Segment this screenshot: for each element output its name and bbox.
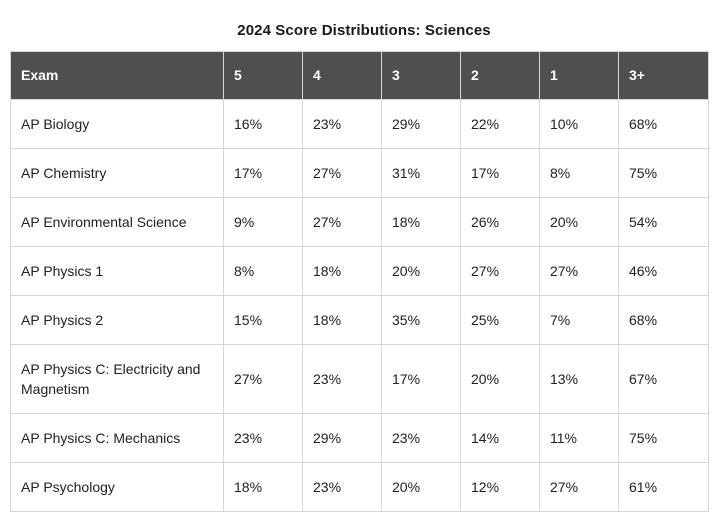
score-cell: 29% (302, 413, 382, 463)
column-header-score-1: 1 (539, 51, 619, 100)
score-cell: 67% (618, 344, 709, 414)
score-cell: 29% (381, 99, 461, 149)
exam-name-cell: AP Physics 2 (10, 295, 224, 345)
exam-name-cell: AP Psychology (10, 462, 224, 512)
exam-name-cell: AP Chemistry (10, 148, 224, 198)
score-cell: 27% (302, 148, 382, 198)
column-header-score-3: 3 (381, 51, 461, 100)
score-cell: 17% (381, 344, 461, 414)
table-header: Exam 5 4 3 2 1 3+ (10, 51, 709, 100)
exam-name-cell: AP Environmental Science (10, 197, 224, 247)
score-cell: 9% (223, 197, 303, 247)
score-cell: 61% (618, 462, 709, 512)
score-cell: 23% (302, 99, 382, 149)
score-distribution-table: Exam 5 4 3 2 1 3+ AP Biology 16% 23% 29%… (10, 51, 709, 512)
score-cell: 20% (460, 344, 540, 414)
exam-name-cell: AP Physics 1 (10, 246, 224, 296)
table-row: AP Psychology 18% 23% 20% 12% 27% 61% (10, 462, 709, 512)
score-cell: 22% (460, 99, 540, 149)
score-cell: 68% (618, 99, 709, 149)
score-cell: 26% (460, 197, 540, 247)
score-cell: 54% (618, 197, 709, 247)
score-cell: 18% (302, 246, 382, 296)
table-row: AP Physics C: Mechanics 23% 29% 23% 14% … (10, 413, 709, 463)
score-cell: 15% (223, 295, 303, 345)
column-header-score-5: 5 (223, 51, 303, 100)
score-cell: 27% (223, 344, 303, 414)
score-cell: 13% (539, 344, 619, 414)
score-cell: 27% (460, 246, 540, 296)
score-cell: 12% (460, 462, 540, 512)
score-cell: 16% (223, 99, 303, 149)
column-header-exam: Exam (10, 51, 224, 100)
score-cell: 18% (223, 462, 303, 512)
score-cell: 17% (460, 148, 540, 198)
table-body: AP Biology 16% 23% 29% 22% 10% 68% AP Ch… (10, 99, 709, 512)
score-cell: 8% (539, 148, 619, 198)
score-cell: 23% (302, 462, 382, 512)
score-cell: 75% (618, 148, 709, 198)
score-cell: 27% (539, 462, 619, 512)
score-cell: 20% (539, 197, 619, 247)
score-cell: 11% (539, 413, 619, 463)
score-cell: 46% (618, 246, 709, 296)
score-cell: 23% (223, 413, 303, 463)
column-header-score-3plus: 3+ (618, 51, 709, 100)
score-cell: 68% (618, 295, 709, 345)
column-header-score-4: 4 (302, 51, 382, 100)
table-row: AP Environmental Science 9% 27% 18% 26% … (10, 197, 709, 247)
score-cell: 18% (302, 295, 382, 345)
table-row: AP Physics 2 15% 18% 35% 25% 7% 68% (10, 295, 709, 345)
table-row: AP Chemistry 17% 27% 31% 17% 8% 75% (10, 148, 709, 198)
score-cell: 23% (381, 413, 461, 463)
exam-name-cell: AP Physics C: Electricity and Magnetism (10, 344, 224, 414)
score-cell: 25% (460, 295, 540, 345)
score-cell: 8% (223, 246, 303, 296)
score-cell: 20% (381, 462, 461, 512)
score-cell: 31% (381, 148, 461, 198)
exam-name-cell: AP Biology (10, 99, 224, 149)
score-cell: 10% (539, 99, 619, 149)
table-row: AP Physics 1 8% 18% 20% 27% 27% 46% (10, 246, 709, 296)
score-cell: 27% (302, 197, 382, 247)
column-header-score-2: 2 (460, 51, 540, 100)
score-cell: 18% (381, 197, 461, 247)
exam-name-cell: AP Physics C: Mechanics (10, 413, 224, 463)
score-cell: 75% (618, 413, 709, 463)
score-cell: 27% (539, 246, 619, 296)
header-row: Exam 5 4 3 2 1 3+ (10, 51, 709, 100)
table-row: AP Physics C: Electricity and Magnetism … (10, 344, 709, 414)
score-cell: 20% (381, 246, 461, 296)
table-title: 2024 Score Distributions: Sciences (237, 22, 491, 39)
score-cell: 35% (381, 295, 461, 345)
table-row: AP Biology 16% 23% 29% 22% 10% 68% (10, 99, 709, 149)
score-cell: 7% (539, 295, 619, 345)
score-cell: 23% (302, 344, 382, 414)
score-cell: 14% (460, 413, 540, 463)
score-cell: 17% (223, 148, 303, 198)
